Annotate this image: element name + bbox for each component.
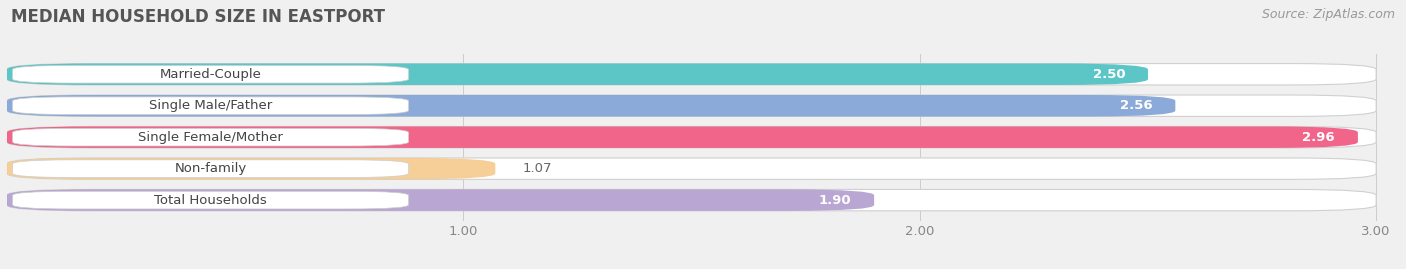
FancyBboxPatch shape xyxy=(7,126,1376,148)
FancyBboxPatch shape xyxy=(7,95,1376,116)
FancyBboxPatch shape xyxy=(13,65,409,83)
Text: Non-family: Non-family xyxy=(174,162,246,175)
Text: 2.50: 2.50 xyxy=(1092,68,1125,81)
Text: 1.90: 1.90 xyxy=(818,194,851,207)
Text: Married-Couple: Married-Couple xyxy=(160,68,262,81)
Text: Source: ZipAtlas.com: Source: ZipAtlas.com xyxy=(1261,8,1395,21)
Text: Single Male/Father: Single Male/Father xyxy=(149,99,273,112)
Text: Total Households: Total Households xyxy=(155,194,267,207)
Text: Single Female/Mother: Single Female/Mother xyxy=(138,131,283,144)
FancyBboxPatch shape xyxy=(7,63,1147,85)
FancyBboxPatch shape xyxy=(7,158,1376,179)
FancyBboxPatch shape xyxy=(13,160,409,178)
Text: 2.56: 2.56 xyxy=(1121,99,1153,112)
FancyBboxPatch shape xyxy=(13,191,409,209)
FancyBboxPatch shape xyxy=(7,158,495,179)
Text: 1.07: 1.07 xyxy=(523,162,553,175)
FancyBboxPatch shape xyxy=(7,126,1358,148)
Text: 2.96: 2.96 xyxy=(1302,131,1336,144)
Text: MEDIAN HOUSEHOLD SIZE IN EASTPORT: MEDIAN HOUSEHOLD SIZE IN EASTPORT xyxy=(11,8,385,26)
FancyBboxPatch shape xyxy=(7,189,875,211)
FancyBboxPatch shape xyxy=(13,97,409,115)
FancyBboxPatch shape xyxy=(7,63,1376,85)
FancyBboxPatch shape xyxy=(13,128,409,146)
FancyBboxPatch shape xyxy=(7,95,1175,116)
FancyBboxPatch shape xyxy=(7,189,1376,211)
